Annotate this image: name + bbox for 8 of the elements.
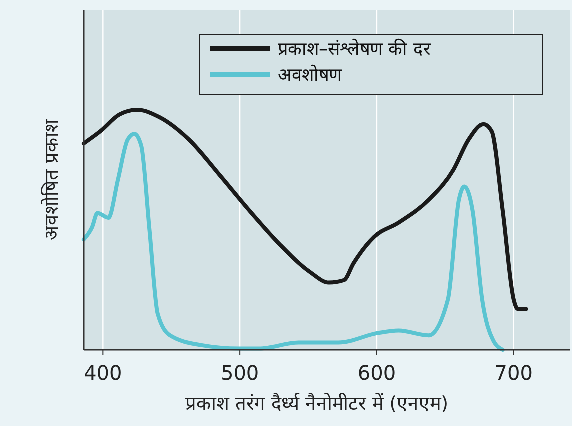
x-tick-label: 500 (220, 361, 260, 385)
x-tick-label: 600 (358, 361, 396, 385)
x-tick-label: 700 (494, 361, 533, 385)
x-tick-label: 400 (84, 361, 122, 385)
y-axis-title: अवशोषित प्रकाश (40, 118, 63, 241)
x-axis-title: प्रकाश तरंग दैर्ध्य नैनोमीटर में (एनएम) (185, 392, 449, 415)
legend-label: अवशोषण (278, 64, 343, 86)
legend-label: प्रकाश–संश्लेषण की दर (278, 38, 432, 60)
